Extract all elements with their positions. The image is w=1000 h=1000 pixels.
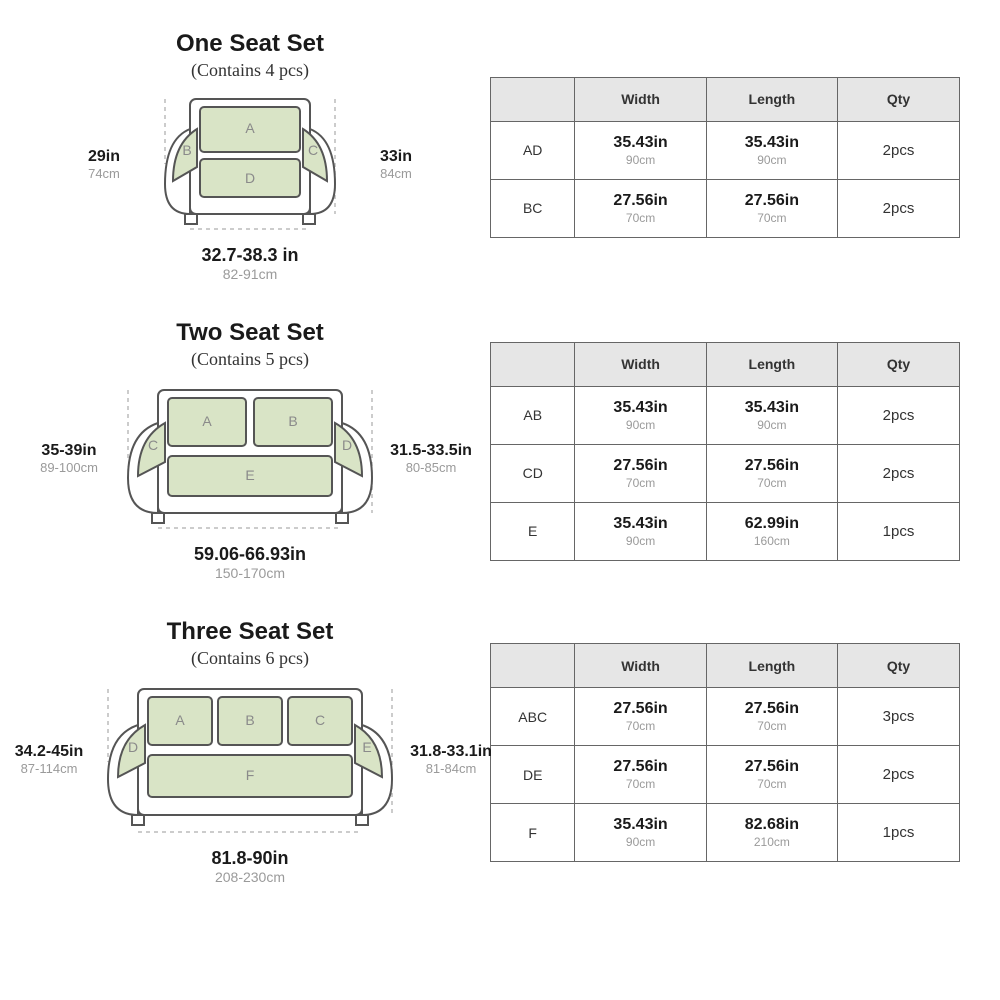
sofa-diagram-two: A B E C D bbox=[120, 378, 380, 538]
table-row: CD 27.56in70cm 27.56in70cm 2pcs bbox=[491, 444, 960, 502]
table-row: F 35.43in90cm 82.68in210cm 1pcs bbox=[491, 804, 960, 862]
th-corner bbox=[491, 342, 575, 386]
cushion-label: D bbox=[245, 170, 255, 186]
cushion-label: B bbox=[182, 142, 191, 158]
dim-left-sub: 89-100cm bbox=[40, 460, 98, 475]
table-row: E 35.43in90cm 62.99in160cm 1pcs bbox=[491, 502, 960, 560]
dim-left-sub: 87-114cm bbox=[21, 761, 78, 776]
cushion-label: A bbox=[175, 712, 185, 728]
th-corner bbox=[491, 644, 575, 688]
th-length: Length bbox=[706, 644, 837, 688]
cushion-label: E bbox=[245, 467, 254, 483]
cushion-label: D bbox=[342, 437, 352, 453]
cushion-label: D bbox=[128, 739, 138, 755]
section-three-seat: Three Seat Set (Contains 6 pcs) 34.2-45i… bbox=[40, 618, 960, 887]
dim-left-main: 35-39in bbox=[41, 442, 96, 460]
l-sub: 90cm bbox=[711, 153, 833, 167]
row-label: AD bbox=[491, 121, 575, 179]
dim-left-sub: 74cm bbox=[88, 166, 120, 181]
dim-right: 31.8-33.1in 81-84cm bbox=[406, 743, 496, 776]
l-sub: 70cm bbox=[711, 211, 833, 225]
th-length: Length bbox=[706, 77, 837, 121]
set-subtitle: (Contains 6 pcs) bbox=[191, 648, 309, 669]
dim-right: 33in 84cm bbox=[351, 148, 441, 181]
set-title: Two Seat Set bbox=[176, 319, 324, 347]
diagram-col: One Seat Set (Contains 4 pcs) 29in 74cm bbox=[40, 30, 460, 284]
th-length: Length bbox=[706, 342, 837, 386]
cushion-label: A bbox=[202, 413, 212, 429]
dim-right: 31.5-33.5in 80-85cm bbox=[386, 442, 476, 475]
dim-bottom: 81.8-90in 208-230cm bbox=[211, 848, 288, 887]
dim-bottom-sub: 150-170cm bbox=[215, 565, 285, 581]
row-label: BC bbox=[491, 179, 575, 237]
l-main: 35.43in bbox=[711, 134, 833, 152]
dim-left: 29in 74cm bbox=[59, 148, 149, 181]
cushion-label: F bbox=[246, 767, 255, 783]
th-width: Width bbox=[575, 644, 706, 688]
set-subtitle: (Contains 4 pcs) bbox=[191, 60, 309, 81]
cushion-label: C bbox=[148, 437, 158, 453]
dim-bottom-sub: 208-230cm bbox=[215, 869, 285, 885]
size-table-one: Width Length Qty AD 35.43in90cm 35.43in9… bbox=[490, 77, 960, 238]
size-table-three: Width Length Qty ABC 27.56in70cm 27.56in… bbox=[490, 643, 960, 862]
dim-right-main: 31.8-33.1in bbox=[410, 743, 492, 761]
set-title: One Seat Set bbox=[176, 30, 324, 58]
table-row: AB 35.43in90cm 35.43in90cm 2pcs bbox=[491, 386, 960, 444]
w-main: 27.56in bbox=[579, 192, 701, 210]
dim-left: 35-39in 89-100cm bbox=[24, 442, 114, 475]
l-main: 27.56in bbox=[711, 192, 833, 210]
qty: 2pcs bbox=[838, 179, 960, 237]
diagram-col: Three Seat Set (Contains 6 pcs) 34.2-45i… bbox=[40, 618, 460, 887]
th-qty: Qty bbox=[838, 644, 960, 688]
diagram-col: Two Seat Set (Contains 5 pcs) 35-39in 89… bbox=[40, 319, 460, 583]
section-one-seat: One Seat Set (Contains 4 pcs) 29in 74cm bbox=[40, 30, 960, 284]
row-label: DE bbox=[491, 746, 575, 804]
cushion-label: B bbox=[245, 712, 254, 728]
cushion-label: B bbox=[288, 413, 297, 429]
table-row: BC 27.56in70cm 27.56in70cm 2pcs bbox=[491, 179, 960, 237]
w-sub: 70cm bbox=[579, 211, 701, 225]
size-table-two: Width Length Qty AB 35.43in90cm 35.43in9… bbox=[490, 342, 960, 561]
dim-bottom: 59.06-66.93in 150-170cm bbox=[194, 544, 306, 583]
dim-right-main: 33in bbox=[380, 148, 412, 166]
qty: 2pcs bbox=[838, 121, 960, 179]
table-row: ABC 27.56in70cm 27.56in70cm 3pcs bbox=[491, 688, 960, 746]
row-label: F bbox=[491, 804, 575, 862]
dim-bottom: 32.7-38.3 in 82-91cm bbox=[201, 245, 298, 284]
th-width: Width bbox=[575, 77, 706, 121]
cushion-label: C bbox=[308, 142, 318, 158]
table-row: AD 35.43in90cm 35.43in90cm 2pcs bbox=[491, 121, 960, 179]
dim-right-sub: 81-84cm bbox=[426, 761, 477, 776]
dim-bottom-main: 81.8-90in bbox=[211, 848, 288, 868]
dim-bottom-main: 32.7-38.3 in bbox=[201, 245, 298, 265]
th-qty: Qty bbox=[838, 342, 960, 386]
dim-left-main: 34.2-45in bbox=[15, 743, 83, 761]
dim-bottom-sub: 82-91cm bbox=[223, 266, 277, 282]
row-label: CD bbox=[491, 444, 575, 502]
row-label: AB bbox=[491, 386, 575, 444]
row-label: E bbox=[491, 502, 575, 560]
set-subtitle: (Contains 5 pcs) bbox=[191, 349, 309, 370]
th-corner bbox=[491, 77, 575, 121]
cushion-label: A bbox=[245, 120, 255, 136]
th-width: Width bbox=[575, 342, 706, 386]
dim-right-sub: 84cm bbox=[380, 166, 412, 181]
w-sub: 90cm bbox=[579, 153, 701, 167]
dim-right-main: 31.5-33.5in bbox=[390, 442, 472, 460]
dim-left: 34.2-45in 87-114cm bbox=[4, 743, 94, 776]
cushion-label: E bbox=[362, 739, 371, 755]
cushion-label: C bbox=[315, 712, 325, 728]
set-title: Three Seat Set bbox=[167, 618, 334, 646]
row-label: ABC bbox=[491, 688, 575, 746]
th-qty: Qty bbox=[838, 77, 960, 121]
w-main: 35.43in bbox=[579, 134, 701, 152]
dim-bottom-main: 59.06-66.93in bbox=[194, 544, 306, 564]
sofa-diagram-one: A D B C bbox=[155, 89, 345, 239]
table-row: DE 27.56in70cm 27.56in70cm 2pcs bbox=[491, 746, 960, 804]
sofa-diagram-three: A B C F D E bbox=[100, 677, 400, 842]
dim-left-main: 29in bbox=[88, 148, 120, 166]
dim-right-sub: 80-85cm bbox=[406, 460, 457, 475]
section-two-seat: Two Seat Set (Contains 5 pcs) 35-39in 89… bbox=[40, 319, 960, 583]
